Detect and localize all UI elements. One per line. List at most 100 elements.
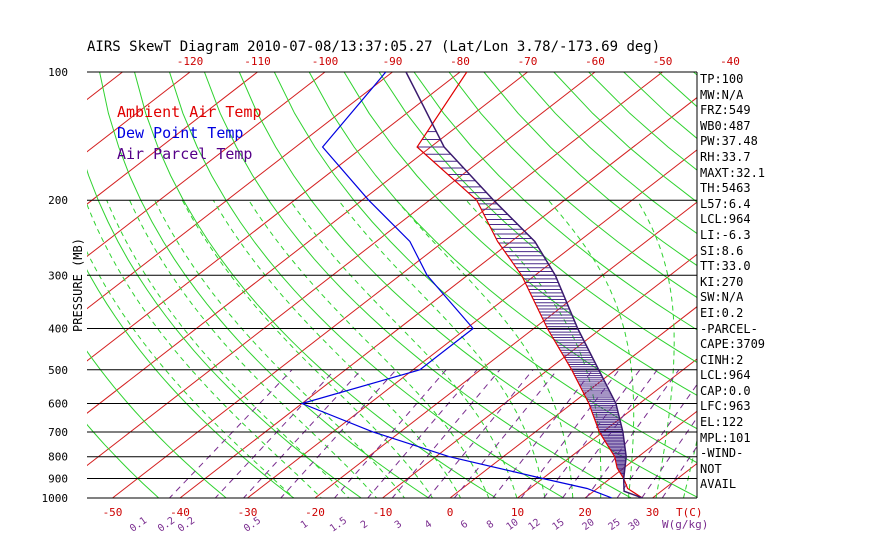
isotherm-line — [87, 72, 528, 414]
mixing-ratio-line — [641, 416, 697, 498]
dew-point-temp-line — [300, 72, 613, 498]
mixing-ratio-line — [280, 369, 397, 498]
stat-line: -PARCEL- — [700, 321, 758, 336]
bottom-tick-label: -40 — [170, 506, 190, 519]
top-tick-label: -80 — [450, 55, 470, 68]
y-tick-label: 700 — [48, 426, 68, 439]
moist-adiabat-line — [338, 199, 546, 498]
mixing-ratio-line — [391, 369, 501, 498]
legend-air-parcel-temp: Air Parcel Temp — [117, 145, 252, 163]
stat-line: LCL:964 — [700, 212, 751, 227]
dry-adiabat-line — [273, 72, 697, 464]
mixing-ratio-line — [168, 369, 293, 498]
dry-adiabat-line — [343, 72, 697, 396]
stat-line: CAP:0.0 — [700, 383, 751, 398]
isotherm-line — [87, 72, 258, 205]
mixing-ratio-line — [333, 369, 447, 498]
dry-adiabat-line — [169, 72, 565, 498]
moist-adiabat-line — [106, 200, 350, 498]
y-axis-label: PRESSURE (MB) — [71, 238, 85, 332]
mixing-ratio-line — [453, 369, 558, 498]
y-tick-label: 100 — [48, 66, 68, 79]
isotherm-line — [584, 410, 697, 498]
stat-line: SW:N/A — [700, 290, 744, 305]
bottom-tick-label: -20 — [305, 506, 325, 519]
mixing-ratio-line — [520, 369, 620, 498]
bottom-axis-ticks: -50 -40 -30 -20 -10 0 10 20 30 — [103, 506, 660, 519]
mixing-ratio-label: 0.1 — [128, 515, 149, 534]
mixing-ratio-label: 20 — [580, 517, 596, 533]
cape-hatch — [417, 131, 627, 478]
mixing-ratio-unit-label: W(g/kg) — [662, 518, 708, 531]
mixing-ratio-label: 30 — [626, 517, 642, 533]
mixing-ratio-label: 8 — [485, 519, 496, 531]
chart-title: AIRS SkewT Diagram 2010-07-08/13:37:05.2… — [87, 39, 660, 55]
stat-line: TH:5463 — [700, 181, 751, 196]
isotherm-line — [112, 72, 663, 498]
mixing-ratio-line — [543, 369, 641, 498]
stat-line: TP:100 — [700, 72, 744, 86]
mixing-ratio-label: 12 — [526, 517, 542, 533]
mixing-ratio-label: 1.5 — [328, 515, 349, 534]
mixing-ratio-label: 2 — [359, 519, 370, 531]
top-axis-ticks: -120 -110 -100 -90 -80 -70 -60 -50 -40 — [177, 55, 740, 68]
stat-line: LCL:964 — [700, 368, 751, 383]
sounding-series — [300, 72, 643, 498]
moist-adiabat-line — [248, 199, 490, 498]
mixing-ratio-label: 6 — [459, 519, 470, 531]
ambient-air-temp-line — [416, 72, 643, 498]
stat-line: MAXT:32.1 — [700, 165, 766, 180]
y-tick-label: 600 — [48, 397, 68, 410]
mixing-ratio-label: 3 — [393, 519, 404, 531]
mixing-ratio-line — [661, 445, 697, 498]
moist-adiabat-line — [87, 203, 323, 498]
isotherm-line — [0, 72, 55, 498]
dry-adiabat-line — [87, 423, 160, 498]
stat-line: KI:270 — [700, 274, 744, 289]
bottom-tick-label: -10 — [373, 506, 393, 519]
top-tick-label: -110 — [244, 55, 271, 68]
y-axis-ticks: 100 200 300 400 500 600 700 800 900 1000 — [42, 66, 69, 505]
moist-adiabat-line — [682, 438, 697, 498]
stat-line: L57:6.4 — [700, 196, 751, 211]
stat-line: CINH:2 — [700, 352, 744, 367]
dry-adiabat-line — [203, 72, 633, 498]
bottom-tick-label: -30 — [238, 506, 258, 519]
moist-adiabat-line — [636, 199, 675, 498]
mixing-ratio-line — [492, 369, 594, 498]
mixing-ratio-label: 1 — [299, 519, 310, 531]
isotherm-line — [87, 72, 191, 153]
isotherm-line — [179, 96, 697, 498]
mixing-ratio-grid — [168, 369, 697, 498]
stat-line: TT:33.0 — [700, 259, 751, 274]
stat-line: FRZ:549 — [700, 103, 751, 118]
moist-adiabat-line — [289, 199, 518, 498]
stat-line: MPL:101 — [700, 430, 751, 445]
stat-line: EL:122 — [700, 415, 744, 430]
moist-adiabat-line — [212, 199, 462, 498]
stat-line: LI:-6.3 — [700, 227, 751, 242]
stat-line: MW:N/A — [700, 87, 744, 102]
stat-line: SI:8.6 — [700, 243, 744, 258]
mixing-ratio-line — [367, 369, 478, 498]
bottom-axis-unit-label: T(C) — [676, 506, 703, 519]
bottom-tick-label: 20 — [578, 506, 591, 519]
mixing-ratio-line — [427, 369, 534, 498]
mixing-ratio-label: 10 — [504, 517, 520, 533]
isotherm-line — [87, 72, 596, 467]
top-tick-label: -70 — [518, 55, 538, 68]
stat-line: LFC:963 — [700, 399, 751, 414]
stat-line: AVAIL — [700, 477, 737, 492]
bottom-tick-label: -50 — [103, 506, 123, 519]
y-tick-label: 300 — [48, 269, 68, 282]
isotherm-line — [517, 358, 697, 498]
mixing-ratio-label: 15 — [550, 517, 566, 533]
isotherm-line — [87, 72, 461, 362]
legend-dew-point-temp: Dew Point Temp — [117, 124, 243, 142]
dry-adiabat-line — [134, 72, 498, 498]
air-parcel-temp-line — [405, 72, 643, 498]
stat-line: RH:33.7 — [700, 149, 751, 164]
isotherm-line — [382, 253, 697, 498]
moist-adiabat-line — [87, 250, 295, 498]
bottom-tick-label: 10 — [511, 506, 524, 519]
